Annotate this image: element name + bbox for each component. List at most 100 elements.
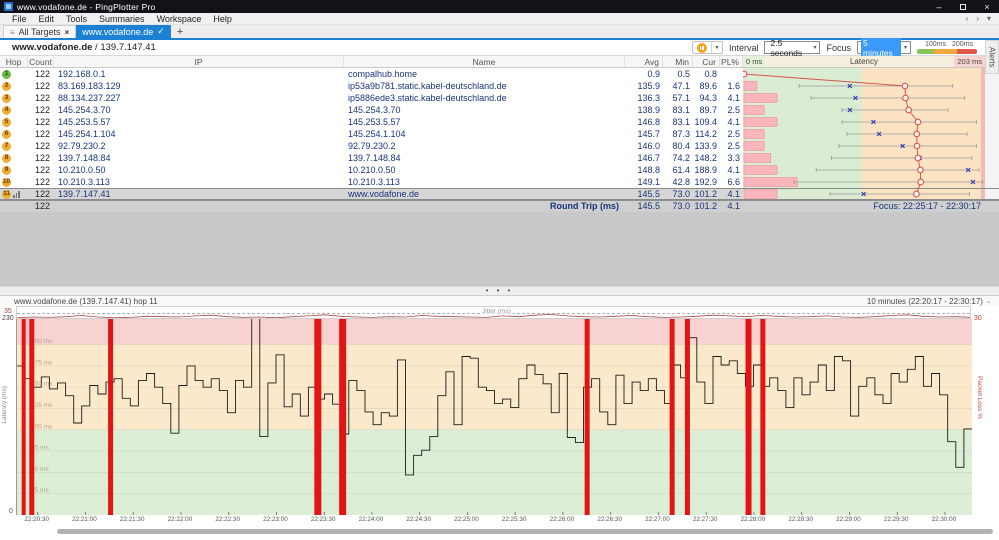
col-avg[interactable]: Avg: [625, 56, 663, 67]
row-spacer: [985, 104, 999, 116]
summary-cur: 101.2: [694, 201, 717, 211]
round-trip-summary-row: 122 Round Trip (ms) 145.5 73.0 101.2 4.1…: [0, 200, 999, 212]
menu-tools[interactable]: Tools: [66, 13, 88, 24]
pl-cell: [720, 68, 743, 80]
col-min[interactable]: Min: [663, 56, 693, 67]
col-hop[interactable]: Hop: [0, 56, 28, 67]
new-tab-button[interactable]: +: [176, 25, 184, 38]
timeline-pane: www.vodafone.de (139.7.147.41) hop 11 10…: [0, 296, 999, 540]
latency-title: Latency: [849, 57, 879, 66]
name-cell: 145.254.3.70: [348, 105, 401, 115]
tab-close-icon[interactable]: ×: [64, 27, 70, 37]
time-tick-label: 22:27:30: [692, 516, 718, 523]
alerts-label: Alerts: [987, 46, 997, 68]
avg-cell: 146.8: [637, 117, 660, 127]
count-cell: 122: [34, 153, 50, 163]
col-cur[interactable]: Cur: [693, 56, 720, 67]
latency-axis-min: 0: [9, 508, 13, 515]
svg-text:50 ms: 50 ms: [31, 466, 49, 473]
interval-select[interactable]: 2.5 seconds ▾: [764, 38, 821, 58]
cur-cell: 188.9: [694, 165, 717, 175]
time-tick-label: 22:27:00: [645, 516, 670, 523]
menu-file[interactable]: File: [12, 13, 27, 24]
table-row[interactable]: 1 122 192.168.0.1 compalhub.home 0.9 0.5 0.8: [0, 68, 999, 80]
menu-edit[interactable]: Edit: [38, 13, 55, 24]
menu-help[interactable]: Help: [213, 13, 232, 24]
nav-dropdown-icon[interactable]: ▾: [986, 14, 991, 23]
name-cell: 145.253.5.57: [348, 117, 401, 127]
tab-vodafone[interactable]: www.vodafone.de ✓: [76, 25, 171, 38]
pane-splitter[interactable]: • • •: [0, 286, 999, 296]
summary-count: 122: [34, 201, 50, 211]
ip-cell: 192.168.0.1: [58, 69, 106, 79]
pl-cell: 3.3: [727, 153, 740, 163]
toolbar: www.vodafone.de / 139.7.147.41 ▾ Interva…: [0, 37, 999, 58]
window-title: www.vodafone.de - PingPlotter Pro: [17, 1, 156, 12]
tab-all-targets[interactable]: ≡ All Targets ×: [3, 25, 77, 38]
focus-select[interactable]: 5 minutes ▾: [857, 37, 911, 58]
menu-bar: File Edit Tools Summaries Workspace Help…: [0, 13, 999, 25]
hop-number-badge: 10: [2, 177, 11, 187]
ip-cell: 10.210.3.113: [58, 177, 110, 187]
timeline-scrollbar[interactable]: [57, 529, 993, 534]
jitter-axis-max: 35: [4, 308, 12, 315]
min-cell: 80.4: [672, 141, 690, 151]
menu-summaries[interactable]: Summaries: [99, 13, 145, 24]
avg-cell: 145.7: [637, 129, 660, 139]
maximize-button[interactable]: [951, 0, 975, 13]
alerts-side-tab[interactable]: Alerts: [985, 40, 999, 74]
pause-dropdown-button[interactable]: ▾: [710, 42, 722, 53]
time-tick-label: 22:28:00: [740, 516, 766, 523]
time-tick-label: 22:26:00: [549, 516, 575, 523]
app-icon: [4, 2, 13, 11]
summary-pl: 4.1: [727, 201, 740, 211]
svg-text:150 ms: 150 ms: [31, 381, 53, 388]
chevron-down-icon: ▾: [903, 45, 907, 51]
time-tick-label: 22:29:30: [883, 516, 909, 523]
tab-vodafone-label: www.vodafone.de: [82, 26, 154, 37]
focus-range-text: Focus: 22:25:17 - 22:30:17: [743, 201, 985, 212]
cur-cell: 109.4: [694, 117, 717, 127]
col-ip[interactable]: IP: [54, 56, 344, 67]
menu-workspace[interactable]: Workspace: [156, 13, 202, 24]
name-cell: compalhub.home: [348, 69, 418, 79]
time-tick-label: 22:30:00: [931, 516, 957, 523]
min-cell: 74.2: [672, 153, 690, 163]
min-cell: 42.8: [672, 177, 690, 187]
close-button[interactable]: ×: [984, 1, 990, 12]
hop-number-badge: 6: [2, 129, 11, 139]
timeline-range-select[interactable]: 10 minutes (22:20:17 - 22:30:17) ⌄: [867, 297, 991, 306]
breadcrumb-target[interactable]: www.vodafone.de: [12, 42, 93, 53]
hop-number-badge: 7: [2, 141, 11, 151]
col-pl[interactable]: PL%: [720, 56, 743, 67]
row-spacer: [985, 176, 999, 188]
time-tick-label: 22:21:30: [119, 516, 145, 523]
col-name[interactable]: Name: [344, 56, 625, 67]
hop-cell: 1: [0, 68, 28, 80]
legend-100ms: 100ms: [925, 41, 947, 48]
avg-cell: 136.3: [637, 93, 660, 103]
minimize-button[interactable]: –: [936, 1, 942, 12]
min-cell: 47.1: [672, 81, 690, 91]
latency-scale-min: 0 ms: [743, 56, 766, 67]
name-cell: 145.254.1.104: [348, 129, 406, 139]
nav-forward-icon[interactable]: ›: [976, 14, 979, 23]
latency-timeline-chart[interactable]: 25 ms 50 ms 75 ms 100 ms 125 ms 150 ms 175 ms 2…: [16, 314, 972, 515]
pause-button[interactable]: [693, 42, 711, 53]
trace-table-body: 1 122 192.168.0.1 compalhub.home 0.9 0.5 0.8 2 1…: [0, 68, 999, 200]
count-cell: 122: [34, 93, 50, 103]
chevron-down-icon: ⌄: [985, 298, 991, 305]
breadcrumb-ip: 139.7.147.41: [100, 42, 156, 53]
tab-all-targets-label: All Targets: [18, 27, 61, 37]
name-cell: 92.79.230.2: [348, 141, 396, 151]
min-cell: 73.0: [672, 189, 690, 199]
name-cell: ip5886ede3.static.kabel-deutschland.de: [348, 93, 507, 103]
row-spacer: [985, 116, 999, 128]
time-tick-label: 22:20:30: [24, 516, 49, 523]
min-cell: 83.1: [672, 117, 690, 127]
ip-cell: 145.254.3.70: [58, 105, 111, 115]
nav-back-icon[interactable]: ‹: [965, 14, 969, 23]
col-count[interactable]: Count: [28, 56, 54, 67]
avg-cell: 145.5: [637, 189, 660, 199]
